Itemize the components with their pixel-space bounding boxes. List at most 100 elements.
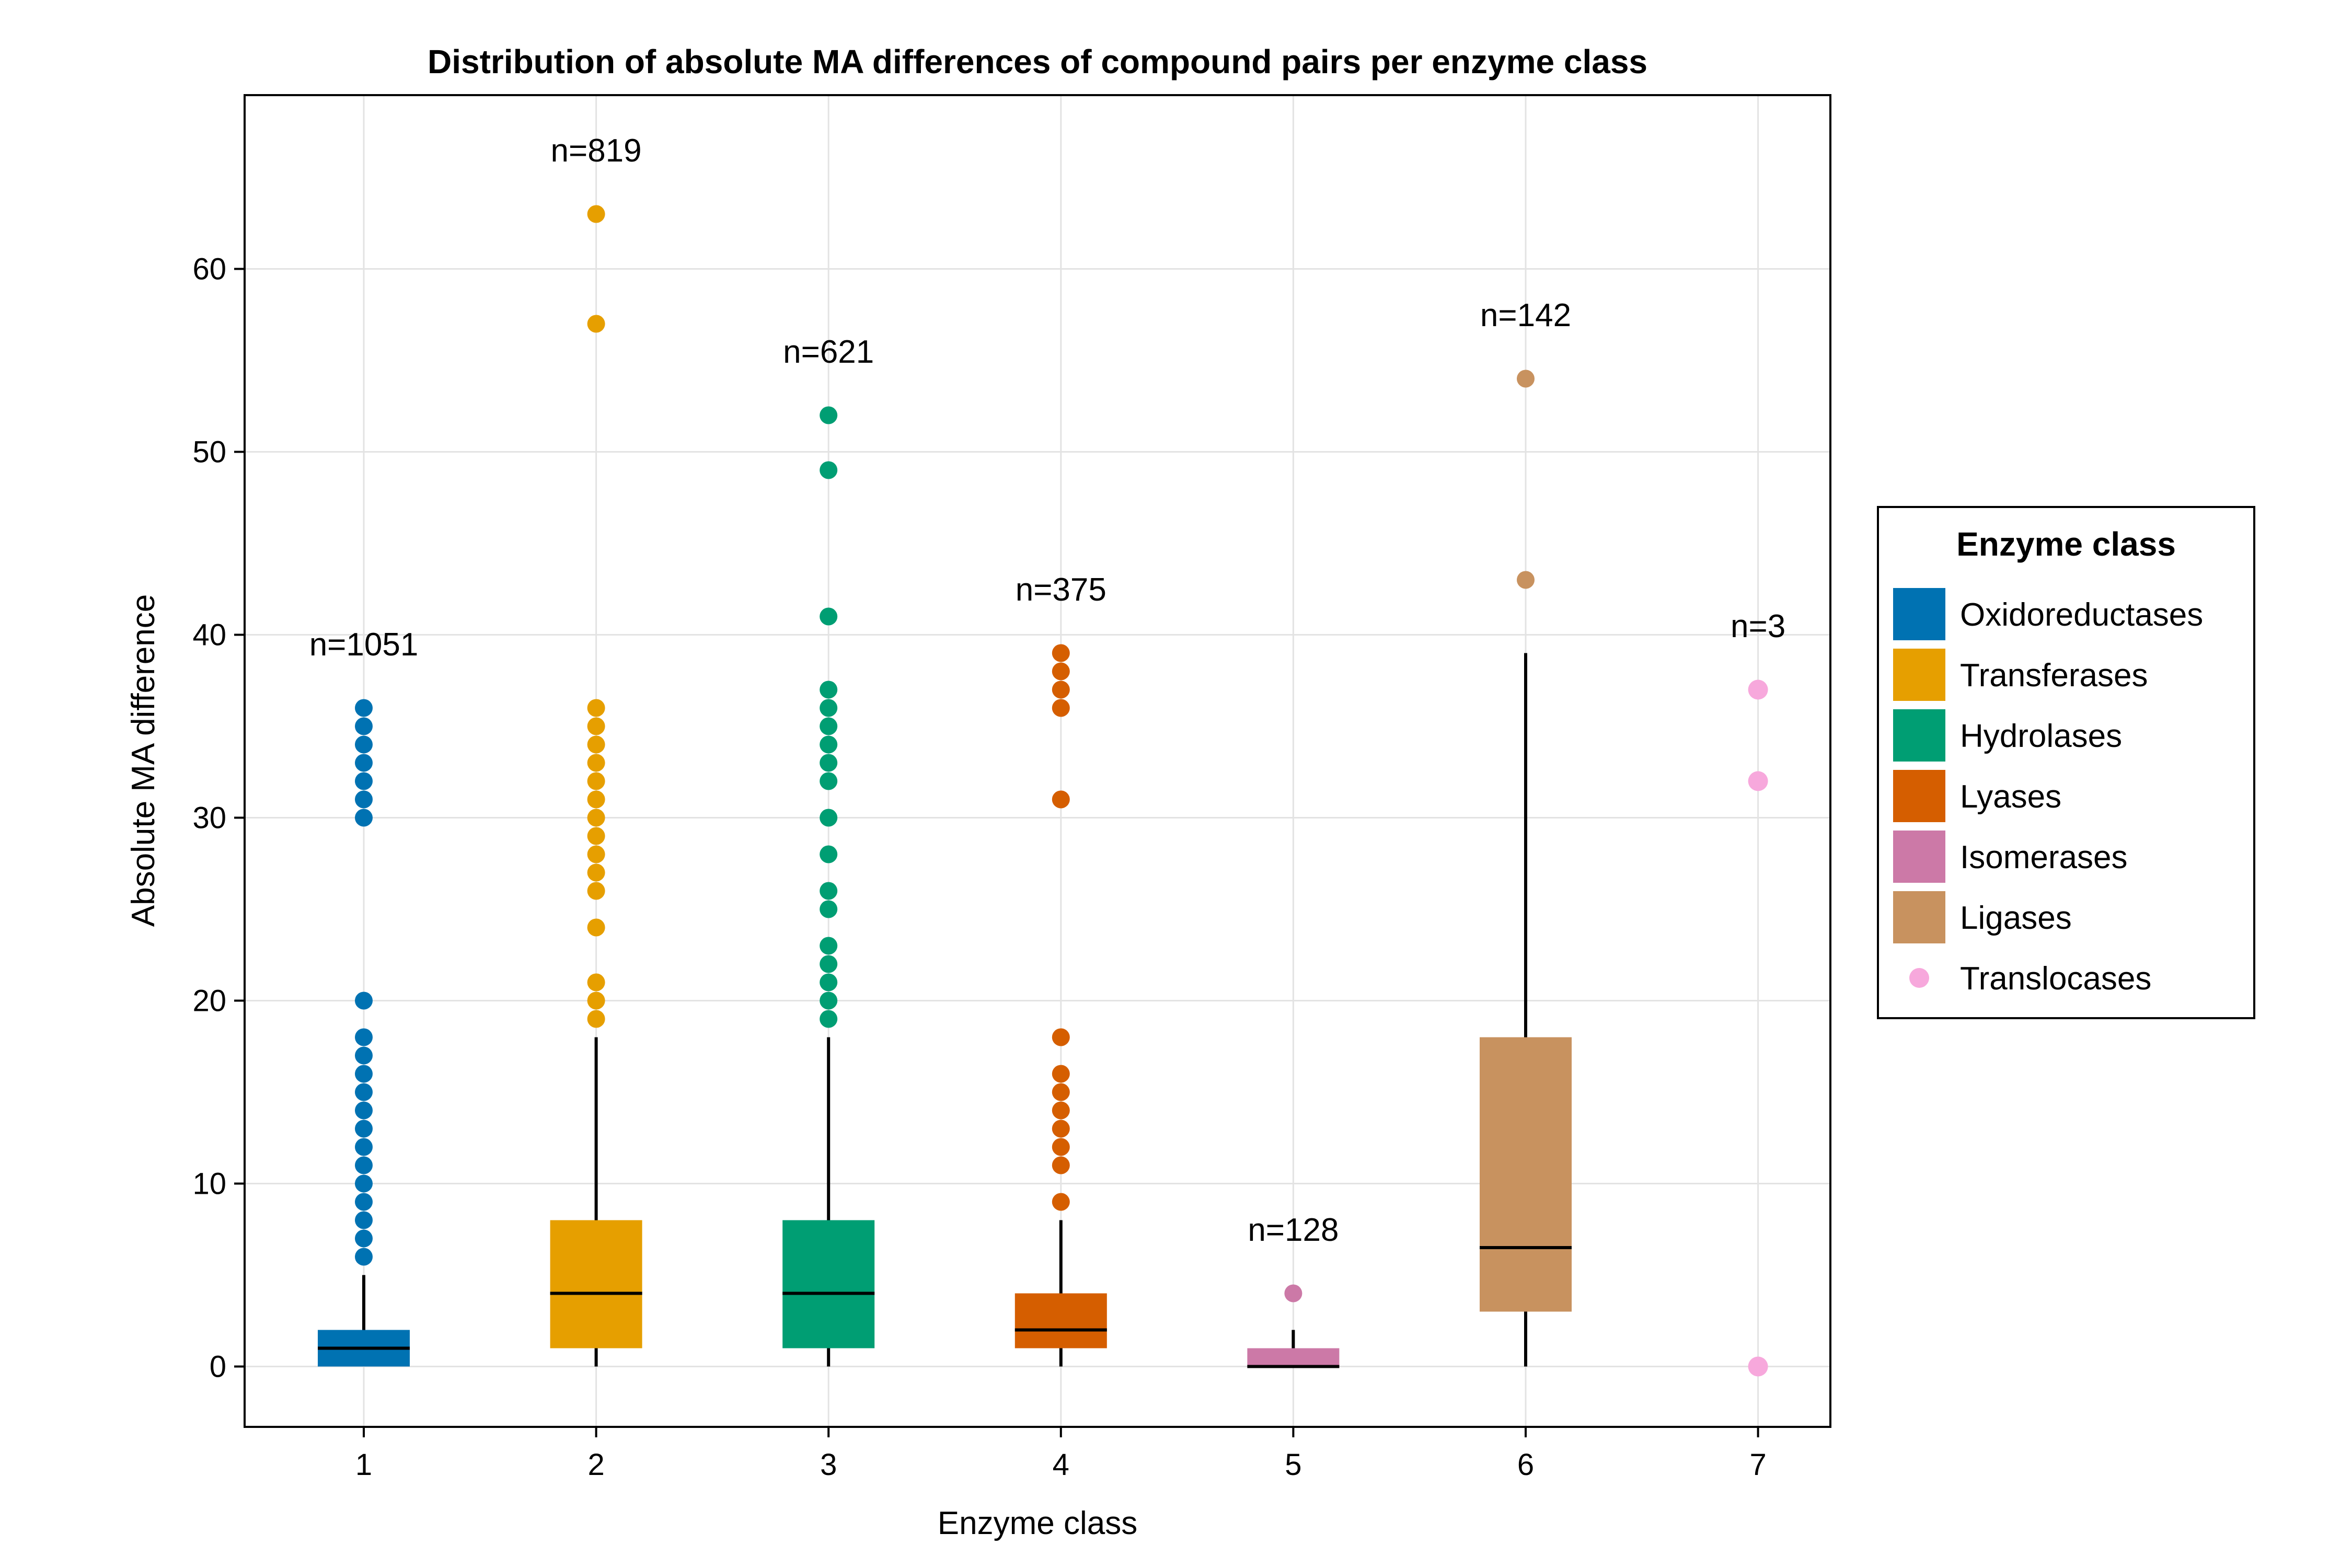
outlier-point	[820, 991, 838, 1010]
outlier-point	[820, 754, 838, 772]
y-tick-label: 0	[210, 1350, 226, 1384]
outlier-point	[355, 790, 373, 809]
outlier-point	[587, 772, 605, 790]
outlier-point	[355, 754, 373, 772]
outlier-point	[587, 735, 605, 754]
legend-label: Ligases	[1960, 900, 2072, 936]
outlier-point	[820, 973, 838, 991]
outlier-point	[587, 991, 605, 1010]
outlier-point	[355, 699, 373, 717]
series-ligases: n=142	[1480, 297, 1572, 1367]
outlier-point	[355, 991, 373, 1010]
outlier-point	[587, 717, 605, 735]
outlier-point	[355, 1083, 373, 1101]
legend-entry: Ligases	[1893, 891, 2072, 943]
legend-swatch	[1893, 709, 1945, 762]
y-tick-label: 30	[192, 801, 226, 835]
outlier-point	[587, 882, 605, 900]
box	[1480, 1037, 1572, 1312]
outlier-point	[355, 809, 373, 827]
legend-label: Isomerases	[1960, 839, 2127, 875]
legend-label: Lyases	[1960, 779, 2061, 815]
outlier-point	[820, 772, 838, 790]
count-label: n=128	[1248, 1212, 1339, 1248]
legend-swatch	[1893, 770, 1945, 822]
outlier-point	[355, 1028, 373, 1046]
count-label: n=375	[1016, 572, 1106, 608]
outlier-point	[1517, 370, 1535, 388]
legend-swatch	[1909, 968, 1929, 988]
y-tick-label: 60	[192, 252, 226, 286]
outlier-point	[1517, 571, 1535, 589]
outlier-point	[1052, 699, 1070, 717]
outlier-point	[355, 717, 373, 735]
outlier-point	[1284, 1284, 1302, 1302]
series-transferases: n=819	[550, 133, 642, 1367]
legend-entry: Transferases	[1893, 649, 2148, 701]
outlier-point	[587, 699, 605, 717]
outlier-point	[1052, 1028, 1070, 1046]
outlier-point	[355, 1120, 373, 1138]
y-tick-label: 20	[192, 984, 226, 1018]
x-tick-label: 4	[1053, 1448, 1069, 1482]
outlier-point	[587, 809, 605, 827]
outlier-point	[587, 754, 605, 772]
outlier-point	[1052, 1138, 1070, 1156]
data-point	[1748, 1356, 1768, 1377]
outlier-point	[820, 735, 838, 754]
outlier-point	[355, 1138, 373, 1156]
outlier-point	[355, 1156, 373, 1174]
outlier-point	[587, 790, 605, 809]
count-label: n=1051	[309, 627, 419, 663]
plot-area: n=1051 n=819 n=621 n=375 n=128 n=142 n=3	[309, 133, 1785, 1377]
count-label: n=3	[1731, 608, 1785, 644]
series-oxidoreductases: n=1051	[309, 627, 419, 1367]
count-label: n=621	[783, 334, 874, 370]
legend-title: Enzyme class	[1956, 525, 2176, 563]
outlier-point	[587, 973, 605, 991]
outlier-point	[820, 717, 838, 735]
outlier-point	[355, 1248, 373, 1266]
outlier-point	[355, 1193, 373, 1211]
outlier-point	[820, 845, 838, 863]
outlier-point	[1052, 644, 1070, 662]
y-tick-label: 50	[192, 435, 226, 469]
legend-label: Transferases	[1960, 658, 2148, 694]
legend-entry: Hydrolases	[1893, 709, 2122, 762]
outlier-point	[1052, 1101, 1070, 1120]
series-translocases: n=3	[1731, 608, 1785, 1377]
outlier-point	[820, 406, 838, 424]
legend-label: Translocases	[1960, 961, 2151, 997]
outlier-point	[587, 918, 605, 937]
outlier-point	[587, 827, 605, 845]
outlier-point	[1052, 1156, 1070, 1174]
legend-label: Hydrolases	[1960, 718, 2122, 754]
outlier-point	[355, 772, 373, 790]
y-axis-ticks: 0 10 20 30 40 50 60	[192, 252, 245, 1384]
outlier-point	[1052, 1120, 1070, 1138]
outlier-point	[1052, 662, 1070, 681]
outlier-point	[355, 1065, 373, 1083]
count-label: n=142	[1480, 297, 1571, 333]
legend-swatch	[1893, 891, 1945, 943]
outlier-point	[587, 845, 605, 863]
outlier-point	[587, 315, 605, 333]
x-axis-ticks: 1 2 3 4 5 6 7	[355, 1427, 1767, 1482]
box	[1014, 1293, 1107, 1348]
x-tick-label: 2	[587, 1448, 604, 1482]
plot-frame	[244, 94, 1831, 1428]
outlier-point	[820, 900, 838, 918]
box	[782, 1220, 875, 1348]
outlier-point	[820, 681, 838, 699]
outlier-point	[587, 205, 605, 223]
x-tick-label: 6	[1517, 1448, 1534, 1482]
outlier-point	[355, 1229, 373, 1248]
outlier-point	[1052, 1065, 1070, 1083]
legend-entry: Translocases	[1909, 961, 2151, 997]
x-tick-label: 1	[355, 1448, 372, 1482]
outlier-point	[820, 461, 838, 479]
x-axis-label: Enzyme class	[938, 1505, 1137, 1541]
data-point	[1748, 771, 1768, 791]
outlier-point	[820, 882, 838, 900]
legend-entry: Oxidoreductases	[1893, 588, 2203, 640]
